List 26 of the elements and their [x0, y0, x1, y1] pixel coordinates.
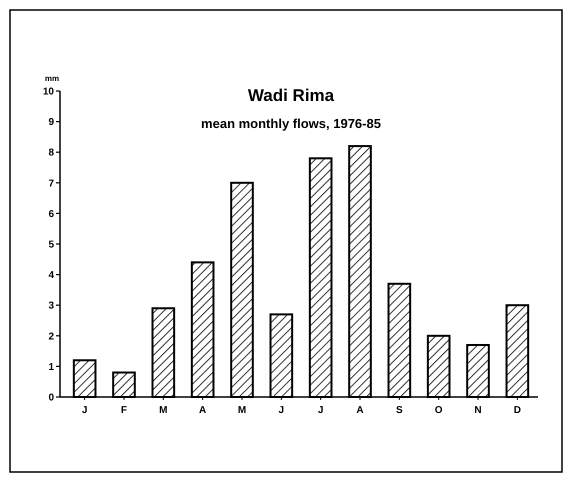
x-tick-label: F: [120, 405, 128, 416]
y-tick-label: 6: [48, 208, 54, 220]
y-tick-label: 4: [48, 270, 54, 282]
x-tick-label: J: [318, 405, 324, 416]
y-tick-label: 10: [42, 86, 54, 98]
x-tick-label: S: [396, 405, 404, 416]
x-tick-label: O: [434, 405, 443, 416]
x-tick-label: D: [514, 405, 521, 416]
y-axis-title: mm: [44, 74, 60, 83]
y-tick-label: 1: [48, 362, 54, 373]
x-tick-label: A: [199, 405, 206, 416]
x-tick-label: J: [278, 405, 284, 416]
y-tick-label: 2: [48, 331, 54, 342]
text: mean monthly flows, 1976-85: [201, 116, 381, 131]
y-tick-label: 9: [48, 117, 54, 128]
y-tick-label: 8: [48, 148, 54, 159]
x-tick-label: J: [82, 405, 88, 416]
y-tick-label: 3: [48, 300, 54, 312]
y-tick-label: 5: [48, 240, 54, 250]
x-tick-label: N: [474, 405, 482, 416]
y-tick-label: 0: [48, 392, 54, 404]
x-tick-label: A: [356, 405, 364, 416]
y-tick-label: 7: [48, 178, 54, 190]
x-tick-label: M: [159, 405, 168, 416]
chart-title: Wadi Rima: [248, 86, 335, 105]
x-tick-label: M: [238, 405, 246, 416]
